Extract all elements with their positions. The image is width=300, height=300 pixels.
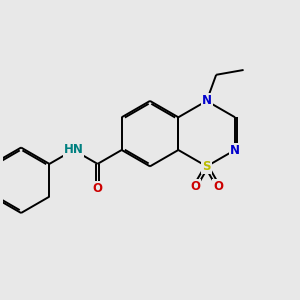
Text: N: N (202, 94, 212, 107)
Text: N: N (230, 143, 240, 157)
Text: O: O (190, 180, 200, 193)
Text: O: O (213, 180, 224, 193)
Text: HN: HN (64, 143, 83, 157)
Text: S: S (202, 160, 211, 173)
Text: O: O (93, 182, 103, 195)
